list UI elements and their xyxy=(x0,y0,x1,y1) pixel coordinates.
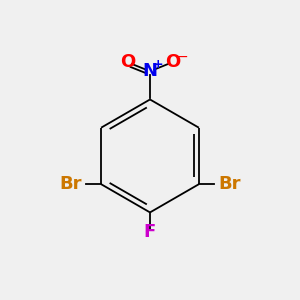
Text: Br: Br xyxy=(218,175,241,193)
Text: −: − xyxy=(176,50,188,64)
Text: N: N xyxy=(142,62,158,80)
Text: O: O xyxy=(120,53,135,71)
Text: +: + xyxy=(153,58,163,71)
Text: O: O xyxy=(165,53,180,71)
Text: F: F xyxy=(144,223,156,241)
Text: Br: Br xyxy=(59,175,82,193)
